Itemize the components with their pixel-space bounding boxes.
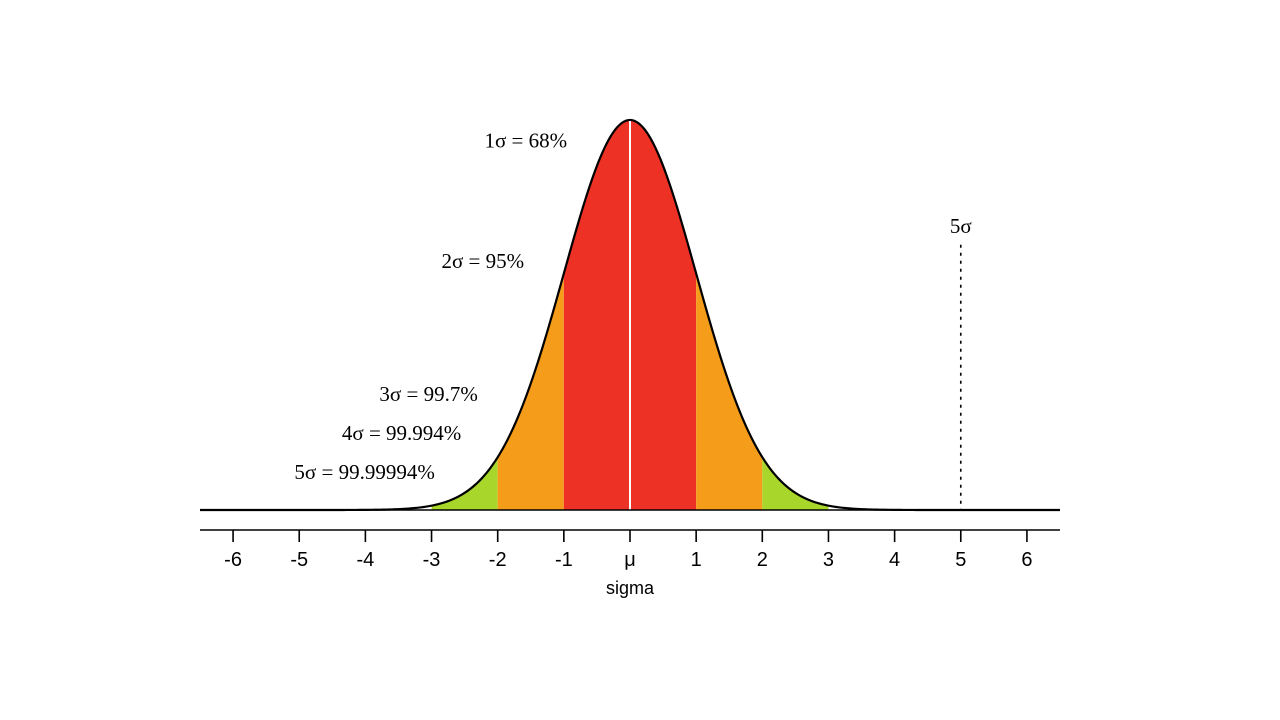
x-tick-label: μ bbox=[624, 549, 636, 571]
x-tick-label: 2 bbox=[757, 549, 768, 571]
x-tick-label: -5 bbox=[290, 549, 308, 571]
sigma-annotation: 3σ = 99.7% bbox=[379, 382, 477, 406]
sigma-annotation: 1σ = 68% bbox=[484, 128, 567, 152]
x-tick-label: 5 bbox=[955, 549, 966, 571]
five-sigma-label: 5σ bbox=[950, 214, 972, 238]
x-tick-label: -3 bbox=[423, 549, 441, 571]
sigma-band-4 bbox=[762, 457, 828, 510]
x-tick-label: -2 bbox=[489, 549, 507, 571]
sigma-annotation: 2σ = 95% bbox=[441, 249, 524, 273]
x-tick-label: 1 bbox=[691, 549, 702, 571]
sigma-band-0 bbox=[432, 457, 498, 510]
x-tick-label: -6 bbox=[224, 549, 242, 571]
normal-distribution-chart: -6 -5 -4 -3 -2 -1 μ 1 2 3 4 5 6 sigma 1σ = 68% 2σ = 95%… bbox=[0, 0, 1280, 720]
x-tick-label: 6 bbox=[1021, 549, 1032, 571]
x-tick-label: 3 bbox=[823, 549, 834, 571]
x-axis-label: sigma bbox=[606, 578, 655, 598]
sigma-annotation: 4σ = 99.994% bbox=[342, 421, 461, 445]
chart-svg: -6 -5 -4 -3 -2 -1 μ 1 2 3 4 5 6 sigma 1σ = 68% 2σ = 95%… bbox=[0, 0, 1280, 720]
x-tick-label: 4 bbox=[889, 549, 900, 571]
x-tick-label: -1 bbox=[555, 549, 573, 571]
x-tick-label: -4 bbox=[356, 549, 374, 571]
sigma-annotation: 5σ = 99.99994% bbox=[294, 460, 434, 484]
